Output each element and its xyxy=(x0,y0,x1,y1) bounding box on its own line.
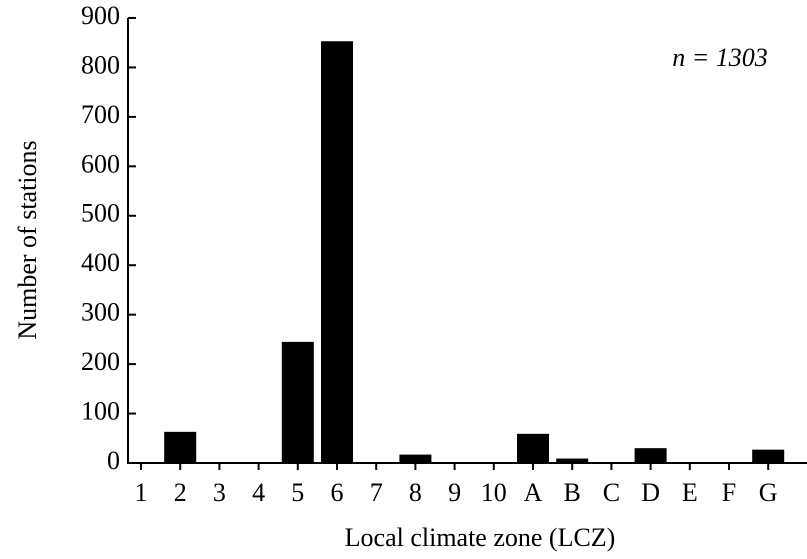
x-tick-label: F xyxy=(722,478,736,507)
x-tick-label: D xyxy=(641,478,660,507)
bar xyxy=(752,449,785,463)
x-tick-label: B xyxy=(564,478,581,507)
x-tick-label: E xyxy=(682,478,698,507)
y-axis-label: Number of stations xyxy=(13,140,42,339)
annotation: n = 1303 xyxy=(672,43,768,72)
bar xyxy=(164,431,197,463)
y-tick-label: 200 xyxy=(81,347,120,376)
x-tick-label: 10 xyxy=(481,478,507,507)
x-tick-label: 5 xyxy=(291,478,304,507)
x-tick-label: 7 xyxy=(370,478,383,507)
y-tick-label: 500 xyxy=(81,199,120,228)
y-tick-label: 600 xyxy=(81,149,120,178)
bar xyxy=(517,433,549,463)
x-tick-label: 4 xyxy=(252,478,265,507)
x-tick-label: 8 xyxy=(409,478,422,507)
x-tick-label: 2 xyxy=(174,478,187,507)
y-tick-label: 900 xyxy=(81,1,120,30)
bar xyxy=(399,454,432,463)
x-tick-label: C xyxy=(603,478,620,507)
bar xyxy=(321,41,353,463)
x-tick-label: A xyxy=(524,478,543,507)
x-axis-label: Local climate zone (LCZ) xyxy=(345,523,616,552)
bar xyxy=(634,448,667,463)
y-tick-label: 300 xyxy=(81,298,120,327)
x-tick-label: 6 xyxy=(331,478,344,507)
x-tick-label: G xyxy=(759,478,778,507)
x-tick-label: 1 xyxy=(135,478,148,507)
x-tick-label: 3 xyxy=(213,478,226,507)
y-tick-label: 800 xyxy=(81,50,120,79)
y-tick-label: 400 xyxy=(81,248,120,277)
y-tick-label: 700 xyxy=(81,100,120,129)
y-tick-label: 100 xyxy=(81,397,120,426)
x-tick-label: 9 xyxy=(448,478,461,507)
y-tick-label: 0 xyxy=(107,446,120,475)
bar xyxy=(281,341,314,463)
bar xyxy=(556,458,589,463)
